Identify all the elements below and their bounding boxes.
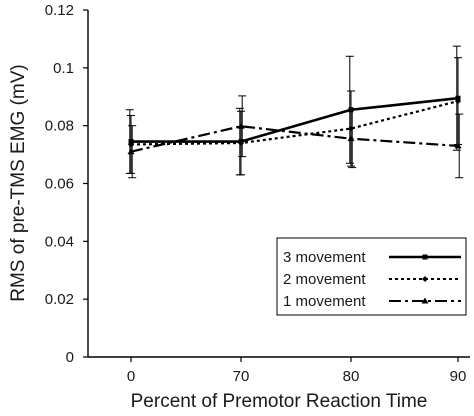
series-marker-0-2 <box>348 107 354 113</box>
y-tick-label-5: 0.1 <box>53 60 74 77</box>
y-axis-title: RMS of pre-TMS EMG (mV) <box>8 64 29 302</box>
series-marker-2-2 <box>347 135 355 142</box>
legend-marker-2 <box>421 297 429 304</box>
legend-label-0: 3 movement <box>283 249 366 266</box>
y-tick-label-4: 0.08 <box>45 118 74 135</box>
legend: 3 movement 2 movement 1 movement <box>276 237 467 316</box>
y-tick-label-0: 0 <box>66 349 74 366</box>
series-marker-1-1 <box>238 140 244 147</box>
series-line-2 <box>130 125 459 153</box>
series-marker-2-3 <box>454 142 462 149</box>
series-markers <box>127 95 462 155</box>
series-line-1 <box>130 100 459 146</box>
y-tick-label-1: 0.02 <box>45 291 74 308</box>
x-tick-label-2: 80 <box>343 368 360 385</box>
legend-marker-0 <box>422 254 428 260</box>
y-tick-label-3: 0.06 <box>45 176 74 193</box>
legend-marker-1 <box>422 276 428 282</box>
legend-label-1: 2 movement <box>283 271 366 288</box>
series-marker-1-3 <box>455 98 461 105</box>
series-marker-1-2 <box>348 125 354 132</box>
series-marker-2-1 <box>237 122 245 129</box>
y-ticks: 0 0.02 0.04 0.06 0.08 0.1 0.12 <box>45 2 88 366</box>
x-tick-label-0: 0 <box>127 368 135 385</box>
series-lines <box>130 96 459 153</box>
x-tick-label-1: 70 <box>233 368 250 385</box>
series-marker-1-0 <box>128 141 134 148</box>
series-marker-2-0 <box>127 148 135 155</box>
y-tick-label-2: 0.04 <box>45 233 74 250</box>
x-axis-title: Percent of Premotor Reaction Time <box>131 391 428 412</box>
y-tick-label-6: 0.12 <box>45 2 74 19</box>
legend-box <box>276 237 467 316</box>
x-ticks: 0 70 80 90 <box>127 357 467 385</box>
series-line-0 <box>131 96 459 143</box>
x-tick-label-3: 90 <box>450 368 467 385</box>
legend-label-2: 1 movement <box>283 293 366 310</box>
